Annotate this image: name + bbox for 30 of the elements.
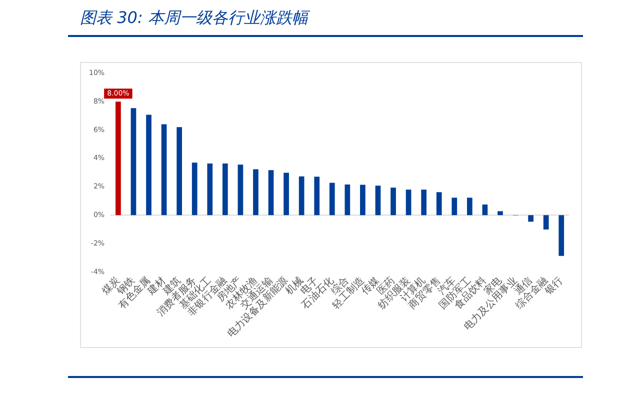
bar <box>482 204 488 216</box>
bar <box>452 198 458 216</box>
bar <box>406 190 412 216</box>
bar <box>253 169 258 216</box>
bar <box>558 215 564 256</box>
bar <box>314 176 320 216</box>
bar <box>268 170 274 216</box>
bar <box>528 215 534 222</box>
bar <box>421 190 426 216</box>
bar <box>130 108 136 216</box>
bar <box>207 163 213 216</box>
bar <box>436 192 442 216</box>
bar <box>192 162 198 216</box>
bar <box>375 186 381 216</box>
bar <box>116 102 121 216</box>
bar <box>284 172 289 216</box>
bar <box>498 211 503 216</box>
bar <box>176 127 182 216</box>
chart-title: 图表 30: 本周一级各行业涨跌幅 <box>80 8 308 29</box>
bar <box>344 184 350 216</box>
bar <box>298 176 304 216</box>
bar <box>146 114 152 216</box>
bar <box>161 124 167 216</box>
bar <box>543 215 549 230</box>
bar <box>238 164 244 216</box>
bar <box>329 182 335 216</box>
bar <box>390 188 396 216</box>
bar <box>222 163 228 216</box>
bar <box>360 184 366 216</box>
bar <box>466 198 472 216</box>
